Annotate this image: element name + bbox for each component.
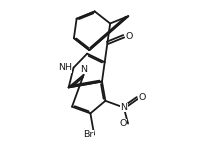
Text: O: O [125,32,133,41]
Text: N: N [120,103,127,112]
Text: Br: Br [83,130,93,139]
Text: O: O [138,93,146,102]
Text: NH: NH [58,63,72,72]
Text: N: N [80,65,87,74]
Text: O: O [119,119,127,128]
